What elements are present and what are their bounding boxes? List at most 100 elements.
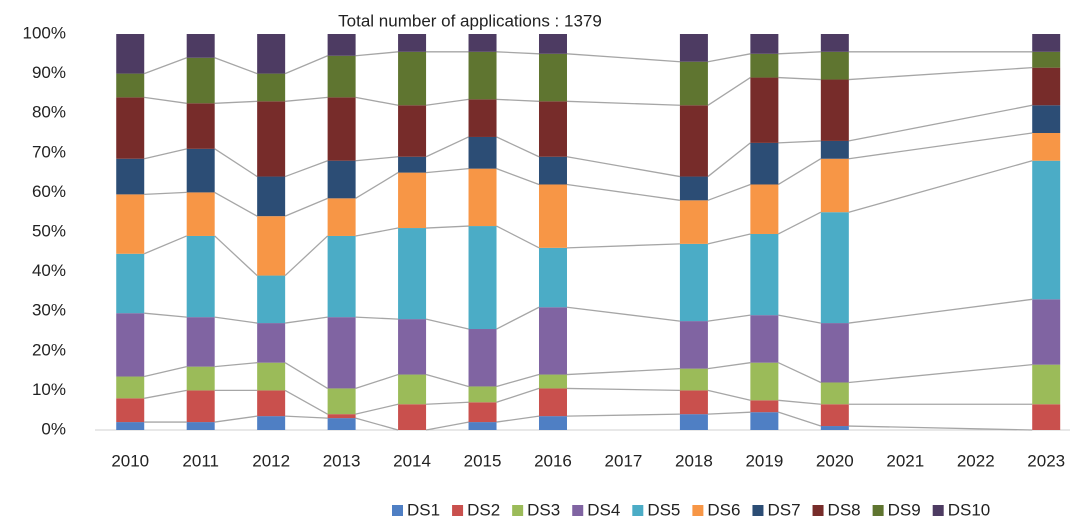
series-line [355,316,399,320]
series-line [778,158,822,186]
series-line [778,76,821,81]
x-tick-label: 2020 [816,451,854,470]
legend-label: DS7 [767,500,800,519]
bar-segment [186,148,215,193]
bar-segment [327,160,356,199]
bar-segment [820,382,849,405]
bar-segment [750,142,779,185]
series-line [496,387,540,403]
series-line [144,366,187,378]
bar-segment [468,168,497,227]
bar-segment [679,176,708,201]
legend-label: DS5 [647,500,680,519]
series-line [426,401,469,405]
legend-swatch [392,505,403,516]
bar-segment [679,390,708,415]
y-tick-label: 50% [32,221,66,240]
bar-segment [327,198,356,236]
bar-segment [257,34,286,74]
x-tick-label: 2011 [182,451,219,470]
series-lines [143,51,1033,431]
bar-segment [1032,34,1061,52]
series-line [496,225,540,249]
y-tick-label: 80% [32,103,66,122]
series-line [355,96,399,106]
series-line [566,243,680,249]
series-line [566,100,680,106]
x-tick-label: 2017 [605,451,643,470]
series-line [214,235,258,277]
bar-segment [116,313,145,377]
series-line [707,362,751,370]
bar-segment [750,53,779,78]
x-tick-label: 2012 [252,451,290,470]
bar-segment [257,416,286,430]
series-line [214,415,258,423]
bar-segment [750,400,779,413]
bar-segment [538,388,567,417]
series-line [778,51,821,55]
x-tick-label: 2016 [534,451,572,470]
x-tick-label: 2015 [464,451,502,470]
series-line [144,191,187,196]
bar-segment [468,99,497,137]
series-line [284,389,328,415]
bar-segment [116,73,145,98]
bar-segment [679,414,708,430]
x-tick-label: 2019 [745,451,783,470]
series-line [707,77,751,106]
series-line [425,98,469,106]
bar-segment [398,228,427,320]
series-line [496,306,540,330]
series-line [214,148,258,178]
legend-swatch [812,505,824,516]
series-line [355,403,399,415]
series-line [284,362,328,389]
series-line [355,417,399,431]
bar-segment [186,317,215,367]
x-tick-label: 2018 [675,451,713,470]
bar-segment [750,412,779,430]
bar-segment [116,34,145,74]
bar-segment [679,321,708,369]
series-line [566,53,680,63]
bar-segment [116,398,145,423]
series-line [848,298,1033,324]
legend-swatch [872,505,884,516]
legend-swatch [752,505,764,516]
series-line [707,183,751,201]
series-line [566,367,680,376]
y-tick-label: 20% [32,340,66,359]
legend-label: DS3 [527,500,560,519]
bar-segment [116,376,145,399]
bar-segment [468,422,497,430]
bar-segment [398,51,427,106]
bar-segment [257,323,286,363]
bar-segment [538,184,567,248]
bar-segment [538,101,567,157]
bar-segment [257,176,286,217]
series-line [496,168,540,186]
x-tick-label: 2023 [1027,451,1065,470]
bar-segment [186,235,215,318]
bar-segment [327,414,356,419]
bar-segment [186,192,215,236]
bar-segment [398,374,427,405]
bar-segment [1032,160,1061,300]
chart-title: Total number of applications : 1379 [338,11,602,30]
series-line [707,142,751,178]
x-tick-label: 2010 [111,451,149,470]
bar-segment [116,97,145,159]
legend-label: DS10 [948,500,991,519]
bar-segment [538,247,567,308]
bar-segment [468,386,497,403]
bar-segment [1032,105,1061,133]
bar-segment [538,53,567,102]
bar-segment [257,275,286,324]
bar-segment [679,105,708,177]
bar-segment [116,158,145,195]
bar-segment [398,319,427,375]
series-line [355,227,399,237]
bar-segment [257,101,286,177]
